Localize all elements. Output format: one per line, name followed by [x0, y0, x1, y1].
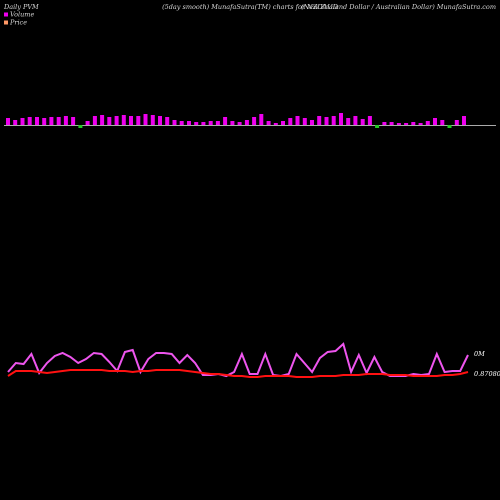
volume-bar — [237, 122, 242, 125]
price-value-label: 0.87080 — [474, 370, 500, 378]
volume-bar — [187, 121, 191, 125]
volume-bars — [6, 113, 466, 128]
volume-bar — [208, 121, 213, 125]
volume-bar — [288, 118, 293, 125]
volume-bar — [78, 125, 83, 128]
chart-title: (5day smooth) MunafaSutra(TM) charts for… — [162, 3, 339, 11]
volume-bar — [252, 117, 257, 125]
volume-bar — [331, 116, 336, 125]
volume-bar — [396, 123, 401, 125]
volume-bar — [100, 115, 105, 125]
volume-bar — [35, 117, 39, 125]
volume-bar — [92, 116, 97, 125]
volume-bar — [404, 123, 409, 125]
volume-bar — [281, 121, 285, 125]
volume-bar — [136, 116, 141, 125]
volume-bar — [150, 115, 155, 125]
volume-bar — [71, 117, 76, 125]
volume-bar — [85, 121, 90, 125]
legend-price-label: Price — [9, 19, 27, 27]
volume-bar — [317, 116, 322, 125]
volume-bar — [6, 118, 10, 125]
volume-bar — [63, 116, 68, 125]
volume-bar — [447, 125, 452, 128]
volume-bar — [259, 114, 264, 125]
legend-volume-label: Volume — [10, 11, 34, 19]
volume-bar — [389, 122, 394, 125]
volume-bar — [27, 117, 32, 125]
volume-bar — [179, 121, 184, 125]
volume-bar — [454, 120, 459, 125]
volume-bar — [360, 119, 365, 125]
volume-bar — [266, 121, 271, 125]
volume-trend-line — [7, 342, 469, 378]
volume-bar — [302, 118, 307, 125]
volume-bar — [244, 120, 249, 125]
volume-bar — [114, 116, 119, 125]
volume-bar — [172, 120, 177, 125]
volume-bar — [20, 118, 25, 125]
volume-bar — [121, 115, 126, 125]
volume-bar — [418, 123, 423, 125]
volume-bar — [375, 125, 380, 128]
volume-bar — [49, 117, 54, 125]
volume-bar — [339, 113, 343, 125]
legend-price-swatch — [4, 20, 8, 25]
price-trend-line — [7, 369, 469, 378]
volume-bar — [230, 121, 235, 125]
volume-bar — [158, 116, 162, 125]
volume-value-label: 0M — [474, 350, 485, 358]
volume-bar — [223, 117, 228, 125]
volume-bar — [194, 122, 199, 125]
volume-bar — [42, 118, 47, 125]
volume-bar — [440, 120, 445, 125]
volume-bar — [425, 121, 430, 125]
volume-bar — [433, 118, 437, 125]
volume-bar — [382, 122, 387, 125]
volume-bar — [353, 116, 358, 125]
volume-bar — [129, 116, 133, 125]
volume-bar — [295, 116, 300, 125]
volume-bar — [165, 117, 170, 125]
volume-bar — [346, 118, 351, 125]
volume-bar — [143, 114, 148, 125]
volume-bar — [273, 123, 278, 125]
volume-bar — [215, 121, 220, 125]
legend-volume-swatch — [4, 12, 8, 17]
volume-bar — [324, 117, 329, 125]
volume-bar — [13, 120, 18, 125]
volume-bar — [310, 120, 314, 125]
volume-bar — [367, 116, 372, 125]
volume-bar — [201, 122, 206, 125]
volume-bar — [56, 117, 61, 125]
volume-bar — [107, 117, 112, 125]
volume-bar — [462, 116, 466, 125]
chart-source: (New Zealand Dollar / Australian Dollar)… — [301, 3, 496, 11]
volume-bar — [411, 122, 416, 125]
chart-type-label: Daily PVM — [3, 3, 39, 11]
